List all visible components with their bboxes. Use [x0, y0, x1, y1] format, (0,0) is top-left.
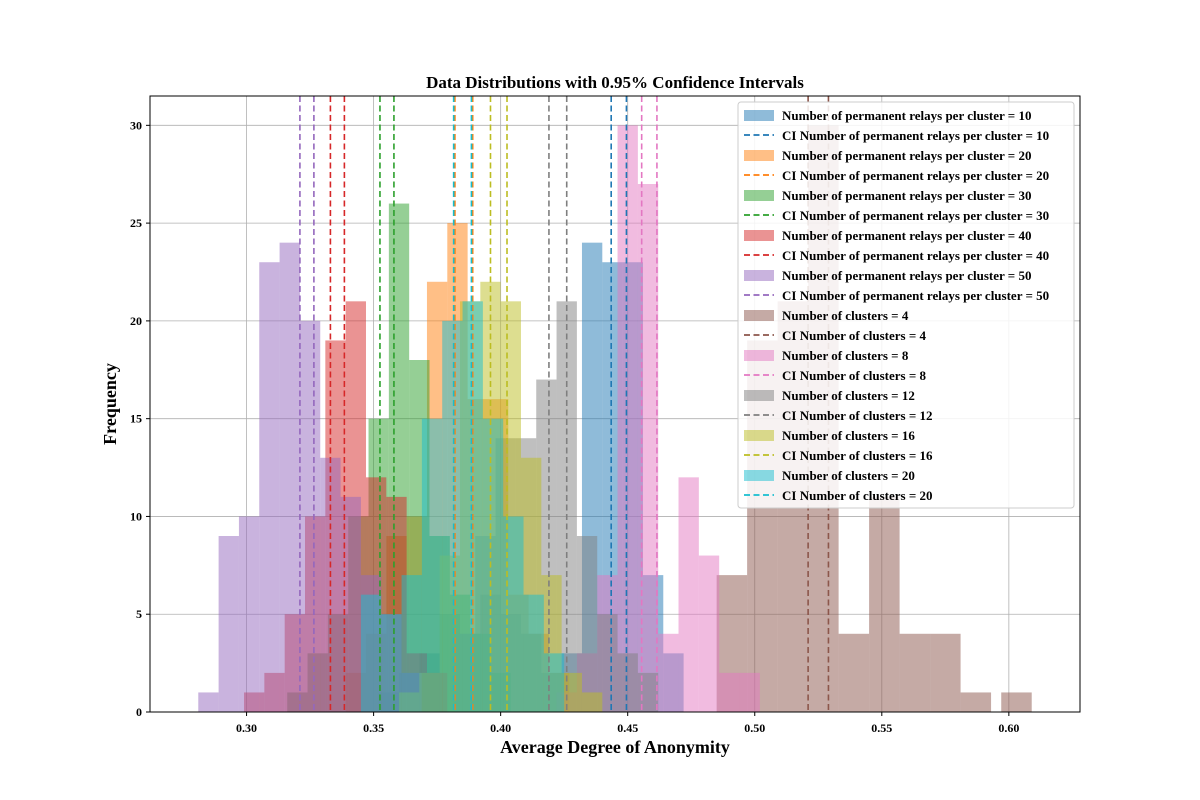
- histogram-bar: [218, 536, 239, 712]
- histogram-bar: [340, 496, 361, 712]
- legend-label: Number of permanent relays per cluster =…: [782, 108, 1031, 123]
- histogram-bar: [899, 633, 931, 712]
- legend-label: CI Number of permanent relays per cluste…: [782, 248, 1049, 263]
- legend-label: Number of clusters = 12: [782, 388, 915, 403]
- histogram-bar: [637, 184, 659, 712]
- histogram-bar: [637, 672, 659, 712]
- legend-swatch: [744, 110, 774, 121]
- legend-box: [737, 101, 1075, 509]
- histogram-bar: [421, 418, 443, 712]
- legend-swatch: [744, 430, 774, 441]
- legend-label: CI Number of permanent relays per cluste…: [782, 128, 1049, 143]
- histogram-bar: [259, 262, 280, 712]
- legend-swatch: [744, 230, 774, 241]
- histogram-bar: [617, 125, 638, 713]
- legend-label: Number of clusters = 16: [782, 428, 915, 443]
- histogram-bar: [238, 516, 260, 712]
- legend-swatch: [744, 150, 774, 161]
- histogram-bar: [698, 555, 720, 712]
- histogram-bar: [739, 672, 760, 712]
- histogram-bar: [581, 692, 603, 712]
- histogram-bar: [678, 477, 699, 712]
- legend-swatch: [744, 310, 774, 321]
- legend-label: Number of clusters = 4: [782, 308, 909, 323]
- y-tick-label: 15: [130, 412, 142, 426]
- legend-swatch: [744, 470, 774, 481]
- histogram-bar: [719, 672, 740, 712]
- axis-ticks: 0.30 0.35 0.40 0.45 0.50 0.55 0.60 0 5 10 15 20 25 30: [130, 118, 1019, 735]
- x-tick-label: 0.50: [744, 721, 765, 735]
- y-tick-label: 30: [130, 118, 142, 132]
- legend-label: Number of permanent relays per cluster =…: [782, 148, 1031, 163]
- legend-label: Number of permanent relays per cluster =…: [782, 228, 1031, 243]
- legend-label: Number of clusters = 8: [782, 348, 909, 363]
- legend-label: CI Number of clusters = 8: [782, 368, 927, 383]
- legend-label: CI Number of clusters = 12: [782, 408, 933, 423]
- histogram-bar: [960, 692, 992, 712]
- legend-label: CI Number of clusters = 4: [782, 328, 927, 343]
- x-axis-title: Average Degree of Anonymity: [500, 737, 730, 757]
- histogram-bar: [543, 653, 565, 712]
- histogram-bar: [381, 614, 402, 712]
- plot-frame: [149, 95, 1081, 713]
- histogram-bar: [360, 594, 382, 712]
- histogram-bar: [198, 692, 219, 712]
- histogram-bar: [401, 575, 422, 712]
- legend-label: Number of permanent relays per cluster =…: [782, 268, 1031, 283]
- y-axis-title: Frequency: [100, 363, 120, 445]
- histogram-bar: [838, 633, 870, 712]
- legend-label: CI Number of permanent relays per cluste…: [782, 288, 1049, 303]
- x-tick-label: 0.60: [998, 721, 1019, 735]
- legend-label: Number of clusters = 20: [782, 468, 915, 483]
- x-tick-label: 0.35: [363, 721, 384, 735]
- x-tick-label: 0.30: [236, 721, 257, 735]
- histogram-bar: [576, 536, 598, 712]
- histogram-bar: [597, 614, 618, 712]
- histogram-bar: [930, 633, 961, 712]
- histogram-bar: [561, 672, 582, 712]
- histogram-bar: [658, 633, 679, 712]
- y-tick-label: 25: [130, 216, 142, 230]
- legend: Number of permanent relays per cluster =…: [737, 101, 1075, 509]
- histogram-bar: [482, 418, 504, 712]
- y-tick-label: 10: [130, 509, 142, 523]
- y-tick-label: 0: [136, 705, 142, 719]
- x-tick-label: 0.55: [871, 721, 892, 735]
- chart-title: Data Distributions with 0.95% Confidence…: [426, 73, 804, 92]
- y-tick-label: 5: [136, 607, 142, 621]
- legend-swatch: [744, 390, 774, 401]
- x-tick-label: 0.45: [617, 721, 638, 735]
- histogram-bar: [869, 496, 900, 712]
- histogram-bar: [1001, 692, 1032, 712]
- legend-label: CI Number of clusters = 16: [782, 448, 933, 463]
- histogram-bar: [523, 594, 544, 712]
- legend-label: CI Number of permanent relays per cluste…: [782, 168, 1049, 183]
- x-tick-label: 0.40: [490, 721, 511, 735]
- histogram-bar: [279, 242, 300, 712]
- legend-swatch: [744, 350, 774, 361]
- histogram-bar: [617, 653, 638, 712]
- histogram-bar: [299, 320, 321, 712]
- legend-label: Number of permanent relays per cluster =…: [782, 188, 1031, 203]
- legend-swatch: [744, 270, 774, 281]
- histogram-bar: [442, 320, 463, 712]
- y-tick-label: 20: [130, 314, 142, 328]
- legend-label: CI Number of clusters = 20: [782, 488, 933, 503]
- legend-label: CI Number of permanent relays per cluste…: [782, 208, 1049, 223]
- histogram-bar: [503, 516, 524, 712]
- legend-swatch: [744, 190, 774, 201]
